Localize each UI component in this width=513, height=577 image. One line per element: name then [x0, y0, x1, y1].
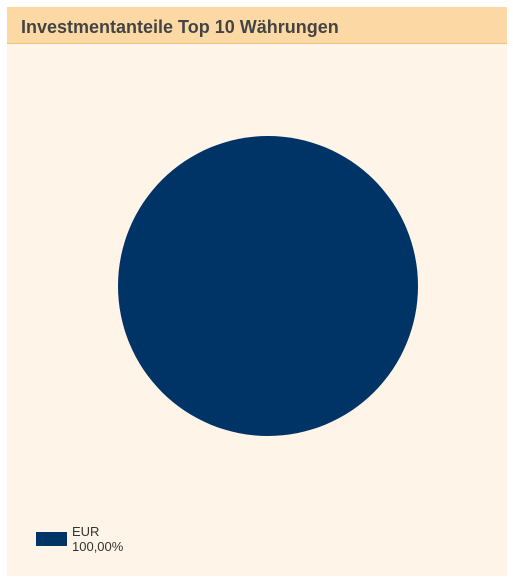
- pie-slice-eur: [118, 136, 418, 436]
- panel-header: Investmentanteile Top 10 Währungen: [7, 7, 507, 44]
- pie-chart: [118, 136, 418, 436]
- chart-area: [7, 45, 507, 515]
- legend-value-eur: 100,00%: [72, 539, 124, 554]
- chart-panel: Investmentanteile Top 10 Währungen EUR 1…: [7, 7, 507, 576]
- legend-swatch-eur: [36, 532, 67, 546]
- chart-legend: EUR 100,00%: [36, 519, 236, 559]
- legend-label-eur: EUR: [72, 524, 100, 539]
- chart-title: Investmentanteile Top 10 Währungen: [21, 17, 339, 37]
